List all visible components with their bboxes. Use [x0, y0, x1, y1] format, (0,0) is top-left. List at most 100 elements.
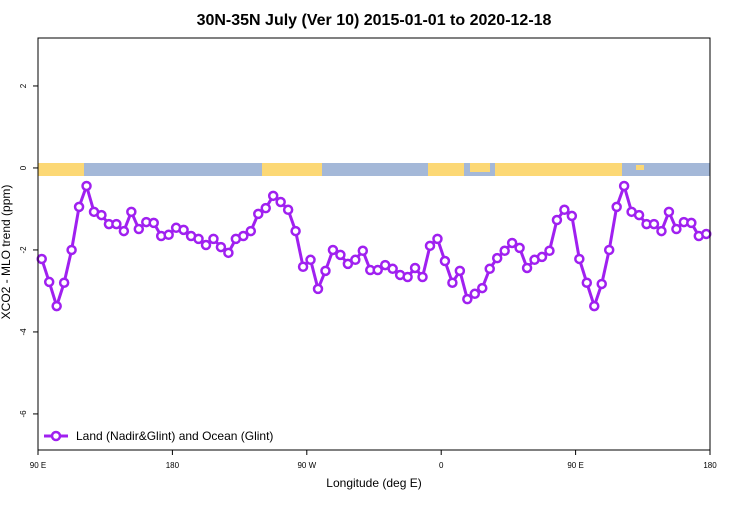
data-point [267, 190, 279, 202]
data-point [611, 201, 622, 213]
data-point [260, 202, 271, 214]
data-point [484, 263, 495, 275]
data-point [342, 258, 354, 270]
data-point [521, 262, 533, 274]
data-point [305, 254, 316, 266]
data-point [357, 245, 369, 257]
data-point [506, 237, 518, 249]
data-point [253, 208, 264, 220]
data-point [148, 217, 159, 229]
chart-title: 30N-35N July (Ver 10) 2015-01-01 to 2020… [197, 12, 552, 29]
y-tick-label: 2 [19, 83, 28, 88]
data-point [238, 230, 249, 242]
data-point [58, 277, 70, 288]
x-axis-label: Longitude (deg E) [326, 476, 421, 490]
data-point [320, 265, 331, 277]
data-point [559, 204, 570, 216]
data-point [245, 225, 257, 237]
data-point [66, 244, 77, 256]
data-point [589, 300, 600, 312]
data-point [596, 278, 607, 290]
data-point [193, 233, 204, 245]
data-point [96, 209, 107, 221]
data-point [581, 277, 593, 288]
land-strip [636, 165, 644, 170]
data-point [469, 288, 481, 300]
y-tick-label: -2 [19, 246, 28, 254]
x-tick-label: 90 E [567, 461, 583, 470]
data-point [618, 180, 630, 192]
data-point [297, 261, 309, 273]
data-point [215, 241, 227, 253]
data-point [424, 240, 436, 252]
data-point [447, 277, 458, 288]
data-point [200, 239, 212, 251]
land-strip [38, 163, 84, 176]
data-point [51, 300, 62, 312]
data-point [387, 263, 398, 275]
data-point [409, 262, 421, 274]
y-axis-label: XCO2 - MLO trend (ppm) [0, 185, 13, 320]
data-point [275, 196, 286, 208]
data-point [439, 255, 451, 267]
land-strip [470, 163, 490, 172]
data-point [633, 209, 645, 221]
data-point [551, 214, 563, 226]
x-tick-label: 90 W [297, 461, 316, 470]
plot-frame [37, 37, 711, 451]
data-point [327, 244, 339, 256]
data-point [223, 247, 234, 259]
data-point [514, 242, 525, 254]
y-tick-label: -6 [19, 410, 28, 418]
data-point [312, 283, 324, 295]
data-point [603, 244, 615, 256]
data-point [544, 245, 555, 257]
data-point [491, 252, 503, 264]
data-point [208, 233, 219, 245]
data-point [462, 293, 473, 305]
data-point [536, 251, 548, 263]
data-point [454, 265, 466, 277]
x-tick-label: 180 [166, 461, 180, 470]
x-tick-label: 180 [703, 461, 717, 470]
data-point [178, 224, 189, 236]
data-point [43, 276, 55, 288]
data-point [282, 204, 294, 216]
data-point [133, 223, 145, 235]
data-point [36, 253, 47, 265]
x-tick-label: 90 E [30, 461, 46, 470]
data-point [477, 282, 488, 294]
land-strip [495, 163, 622, 176]
data-point [350, 254, 361, 266]
data-point [701, 228, 712, 240]
data-point [663, 206, 675, 218]
data-point [648, 218, 660, 230]
data-point [81, 180, 92, 192]
data-point [163, 229, 174, 241]
data-point [656, 225, 667, 237]
data-point [73, 201, 85, 213]
data-point [372, 264, 383, 276]
data-point [417, 271, 428, 283]
data-point [686, 217, 697, 229]
data-point [118, 225, 130, 237]
land-strip [428, 163, 464, 176]
data-point [671, 223, 682, 235]
land-strip [262, 163, 322, 176]
data-point [432, 233, 443, 245]
data-point [126, 206, 137, 218]
data-point [402, 271, 413, 283]
y-tick-label: 0 [19, 165, 28, 170]
legend-label: Land (Nadir&Glint) and Ocean (Glint) [76, 429, 273, 443]
x-tick-label: 0 [439, 461, 444, 470]
y-tick-label: -4 [19, 328, 28, 336]
data-point [290, 225, 301, 237]
data-point [111, 218, 122, 230]
data-point [574, 253, 585, 265]
data-point [499, 245, 510, 257]
data-point [335, 249, 346, 261]
legend-marker [50, 430, 62, 442]
data-point [566, 210, 578, 222]
